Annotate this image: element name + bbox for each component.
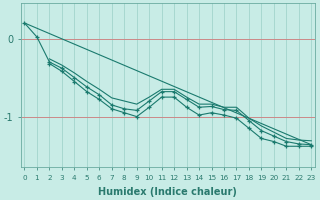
X-axis label: Humidex (Indice chaleur): Humidex (Indice chaleur) (99, 187, 237, 197)
